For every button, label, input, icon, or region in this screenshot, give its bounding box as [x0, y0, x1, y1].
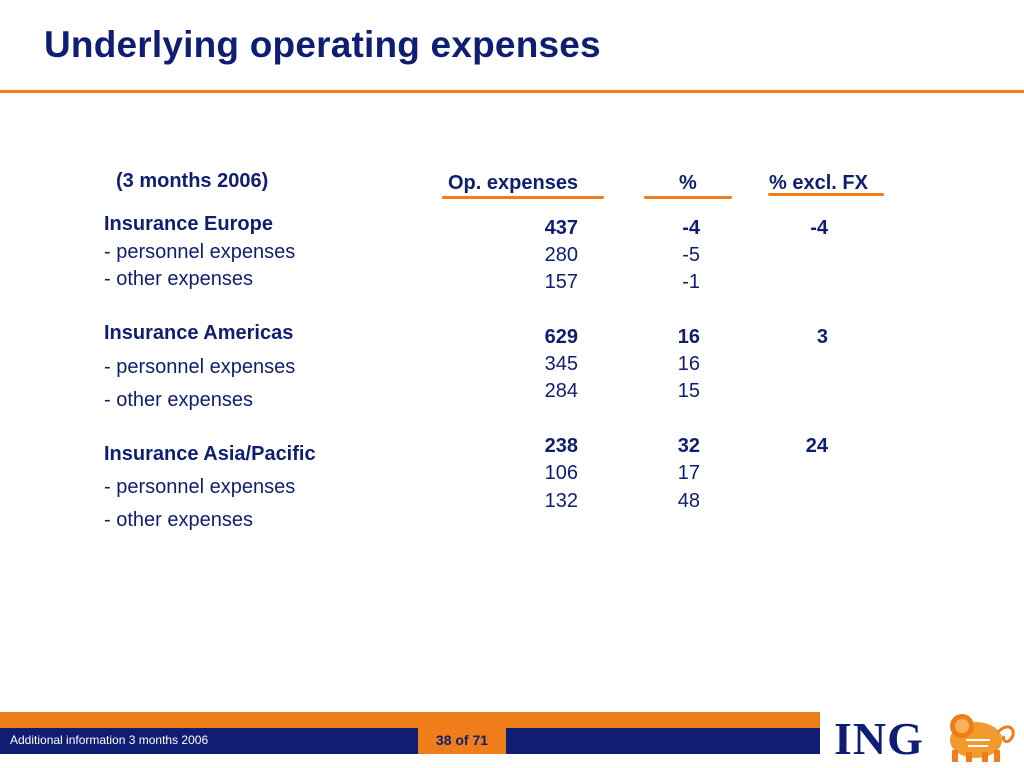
- column-header-percent: %: [679, 172, 697, 194]
- cell-op-expenses: 345: [544, 353, 578, 375]
- section-title: Insurance Americas: [104, 322, 294, 344]
- cell-percent: -5: [682, 244, 700, 266]
- cell-op-expenses: 238: [544, 435, 578, 457]
- footer-orange-band: [0, 712, 820, 728]
- cell-percent-excl-fx: 24: [805, 435, 828, 457]
- cell-percent-excl-fx: -4: [810, 217, 828, 239]
- period-label: (3 months 2006): [116, 170, 269, 192]
- page-indicator-box: [418, 728, 506, 754]
- row-label: - personnel expenses: [104, 476, 296, 498]
- page-indicator: 38 of 71: [435, 732, 489, 748]
- cell-op-expenses: 132: [544, 490, 578, 512]
- row-label: - personnel expenses: [104, 241, 296, 263]
- cell-percent: 16: [677, 353, 700, 375]
- column-header-percent-excl-fx: % excl. FX: [769, 172, 868, 194]
- column-header-op-expenses: Op. expenses: [448, 172, 579, 194]
- cell-percent: -1: [682, 271, 700, 293]
- page-title: Underlying operating expenses: [44, 24, 601, 65]
- cell-op-expenses: 106: [544, 462, 578, 484]
- cell-op-expenses: 284: [544, 380, 578, 402]
- footer-caption: Additional information 3 months 2006: [10, 733, 209, 747]
- ing-logo-text: ING: [834, 713, 924, 764]
- row-label: - other expenses: [104, 389, 253, 411]
- row-label: - other expenses: [104, 509, 253, 531]
- cell-percent-excl-fx: 3: [816, 326, 828, 348]
- cell-percent: 17: [677, 462, 700, 484]
- cell-percent: 48: [677, 490, 700, 512]
- cell-op-expenses: 280: [544, 244, 578, 266]
- ing-lion-icon: [950, 714, 1015, 762]
- column-header-underline: [644, 196, 732, 199]
- cell-percent: 15: [677, 380, 700, 402]
- cell-op-expenses: 437: [544, 217, 578, 239]
- cell-op-expenses: 157: [544, 271, 578, 293]
- column-header-underline: [768, 193, 884, 196]
- cell-op-expenses: 629: [544, 326, 578, 348]
- section-title: Insurance Europe: [104, 213, 273, 235]
- row-label: - other expenses: [104, 268, 253, 290]
- title-divider: [0, 90, 1024, 93]
- column-header-underline: [442, 196, 604, 199]
- cell-percent: 32: [677, 435, 700, 457]
- row-label: - personnel expenses: [104, 356, 296, 378]
- cell-percent: 16: [677, 326, 700, 348]
- section-title: Insurance Asia/Pacific: [104, 443, 316, 465]
- footer-navy-band: [0, 728, 820, 754]
- cell-percent: -4: [682, 217, 700, 239]
